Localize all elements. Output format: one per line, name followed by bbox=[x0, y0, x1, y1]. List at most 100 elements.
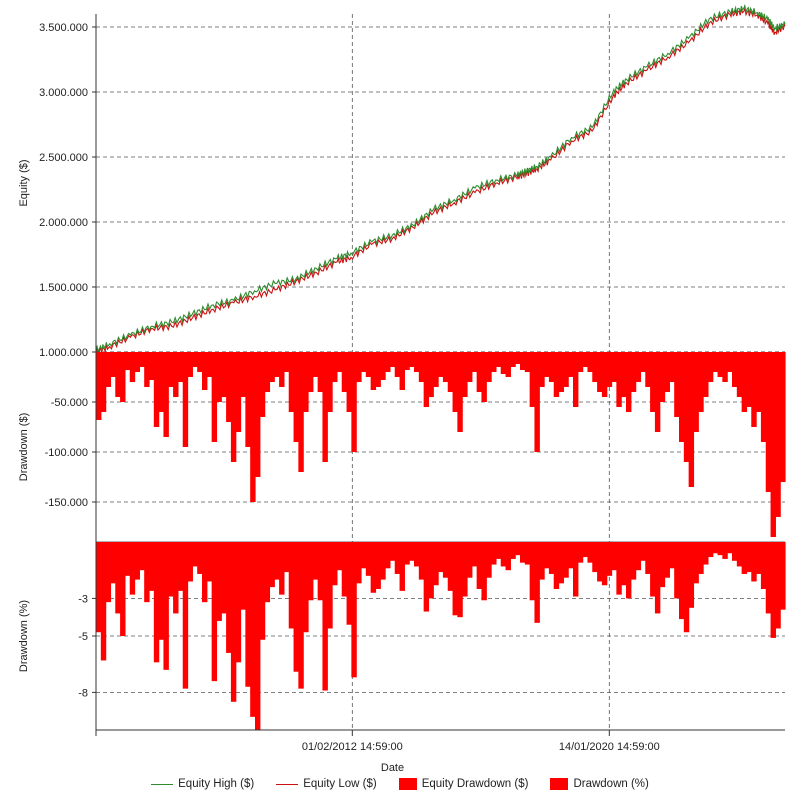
drawdown-bar bbox=[563, 542, 569, 578]
drawdown-bar bbox=[149, 352, 155, 380]
drawdown-bar bbox=[283, 352, 290, 372]
drawdown-bar bbox=[433, 352, 439, 387]
drawdown-bar bbox=[100, 352, 107, 412]
drawdown-bar bbox=[587, 542, 593, 563]
drawdown-bar bbox=[389, 542, 396, 561]
x-axis-title: Date bbox=[381, 762, 404, 774]
drawdown-bar bbox=[534, 542, 540, 623]
drawdown-bar bbox=[187, 352, 193, 377]
drawdown-bar bbox=[741, 542, 748, 574]
drawdown-bar bbox=[486, 352, 492, 382]
drawdown-bar bbox=[683, 542, 690, 633]
series-line-equity-high bbox=[95, 3, 786, 354]
drawdown-bar bbox=[491, 542, 497, 565]
y-tick-label: 3.000.000 bbox=[39, 87, 88, 99]
drawdown-bar bbox=[327, 542, 333, 629]
drawdown-bar bbox=[240, 542, 246, 610]
y-tick-label: -50.000 bbox=[51, 397, 88, 409]
legend-item-equity-drawdown[interactable]: Equity Drawdown ($) bbox=[398, 778, 528, 790]
legend-item-equity-low[interactable]: Equity Low ($) bbox=[276, 778, 377, 790]
drawdown-bar bbox=[693, 542, 699, 584]
drawdown-bar bbox=[129, 352, 136, 382]
drawdown-bar bbox=[317, 542, 324, 601]
drawdown-bar bbox=[707, 542, 714, 558]
x-axis: 01/02/2012 14:59:00 14/01/2020 14:59:00 Da… bbox=[95, 729, 785, 774]
drawdown-bar bbox=[736, 542, 743, 567]
drawdown-bar bbox=[727, 352, 733, 372]
drawdown-bar bbox=[346, 542, 352, 625]
drawdown-bar bbox=[780, 542, 786, 610]
drawdown-bar bbox=[240, 352, 246, 397]
legend-swatch-equity-high bbox=[151, 783, 174, 785]
drawdown-bar bbox=[601, 542, 608, 586]
drawdown-bar bbox=[698, 542, 704, 574]
drawdown-bar bbox=[524, 542, 531, 565]
drawdown-bar bbox=[182, 542, 189, 689]
drawdown-bar bbox=[640, 352, 646, 372]
legend-item-equity-high[interactable]: Equity High ($) bbox=[151, 778, 254, 790]
drawdown-bar bbox=[206, 352, 213, 377]
drawdown-bar bbox=[476, 352, 483, 392]
drawdown-bar bbox=[765, 542, 772, 614]
drawdown-bar bbox=[235, 352, 242, 432]
legend-item-drawdown-pct[interactable]: Drawdown (%) bbox=[550, 778, 649, 790]
drawdown-bar bbox=[216, 352, 222, 402]
drawdown-bar bbox=[712, 352, 719, 372]
drawdown-bar bbox=[582, 542, 589, 558]
drawdown-bar bbox=[264, 352, 271, 392]
drawdown-bar bbox=[712, 542, 719, 554]
drawdown-bar bbox=[669, 542, 675, 569]
drawdown-bar bbox=[351, 542, 357, 678]
drawdown-bar bbox=[438, 352, 444, 377]
drawdown-bar bbox=[168, 352, 174, 387]
drawdown-bar bbox=[654, 542, 661, 614]
drawdown-bar bbox=[356, 542, 362, 584]
drawdown-bar bbox=[669, 352, 675, 382]
drawdown-bar bbox=[120, 542, 126, 636]
drawdown-bar bbox=[283, 542, 290, 573]
drawdown-bar bbox=[529, 352, 536, 407]
drawdown-bar bbox=[539, 352, 545, 387]
drawdown-bar bbox=[423, 352, 430, 407]
drawdown-bar bbox=[226, 542, 232, 653]
drawdown-bar bbox=[664, 542, 670, 578]
drawdown-bar bbox=[115, 542, 121, 614]
drawdown-bar bbox=[433, 542, 439, 586]
drawdown-bar bbox=[158, 352, 165, 412]
drawdown-bar bbox=[230, 352, 237, 462]
drawdown-bar bbox=[659, 542, 666, 588]
drawdown-bar bbox=[221, 542, 227, 614]
drawdown-bar bbox=[674, 542, 680, 599]
drawdown-bar bbox=[163, 352, 169, 437]
drawdown-bar bbox=[529, 542, 536, 601]
drawdown-bar bbox=[621, 542, 627, 586]
drawdown-bar bbox=[722, 352, 728, 382]
y-tick-label: 3.500.000 bbox=[39, 22, 88, 34]
drawdown-bar bbox=[259, 542, 266, 640]
drawdown-bar bbox=[312, 542, 319, 580]
drawdown-bar bbox=[654, 352, 661, 432]
drawdown-bar bbox=[356, 352, 362, 382]
drawdown-bar bbox=[202, 352, 208, 390]
drawdown-bar bbox=[611, 542, 617, 571]
drawdown-bar bbox=[539, 542, 545, 580]
drawdown-bar bbox=[153, 542, 160, 663]
drawdown-bar bbox=[558, 352, 564, 392]
drawdown-bar bbox=[245, 352, 251, 447]
drawdown-bar bbox=[577, 352, 584, 372]
drawdown-bar bbox=[568, 542, 574, 569]
drawdown-bar bbox=[250, 542, 256, 717]
drawdown-bar bbox=[630, 352, 637, 392]
y-tick-label: -8 bbox=[78, 687, 88, 699]
y-tick-label: -100.000 bbox=[45, 447, 88, 459]
drawdown-bar bbox=[375, 352, 381, 387]
y-tick-label: -5 bbox=[78, 631, 88, 643]
drawdown-bar bbox=[144, 352, 150, 387]
drawdown-bar bbox=[558, 542, 564, 584]
drawdown-bar bbox=[452, 542, 458, 616]
drawdown-bar bbox=[110, 352, 116, 377]
drawdown-bar bbox=[505, 352, 511, 377]
drawdown-bar bbox=[674, 352, 680, 417]
drawdown-bar bbox=[756, 542, 762, 574]
drawdown-bar bbox=[409, 352, 415, 367]
